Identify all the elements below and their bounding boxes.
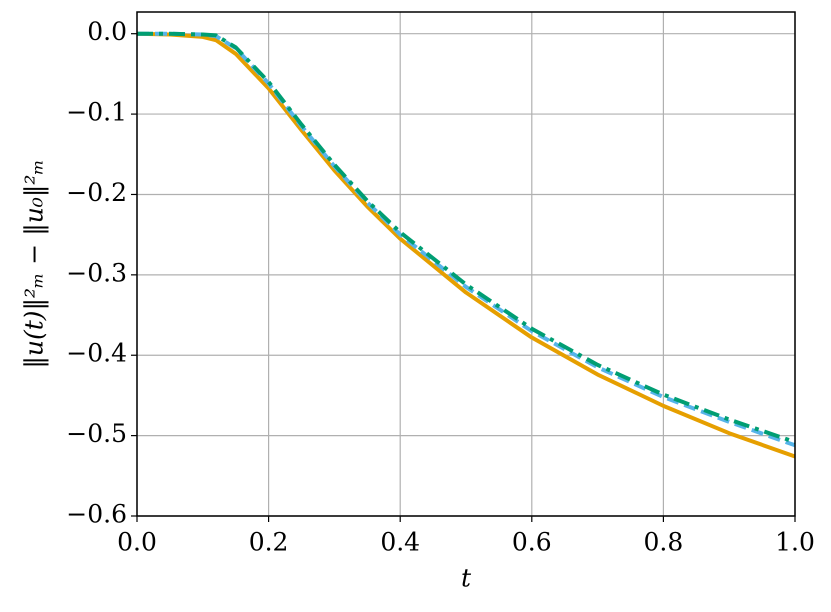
y-tick-label: −0.3	[66, 258, 127, 287]
y-tick-label: −0.6	[66, 500, 127, 529]
plot-frame	[136, 11, 796, 517]
x-tick-label: 0.0	[117, 528, 157, 557]
data-line	[137, 31, 796, 444]
data-line	[137, 31, 796, 448]
x-tick-label: 1.0	[775, 528, 815, 557]
x-tick-label: 0.6	[512, 528, 552, 557]
data-line	[136, 31, 796, 459]
x-tick-label: 0.2	[249, 528, 289, 557]
y-tick-label: −0.4	[66, 339, 127, 368]
y-axis-label: ‖u(t)‖²ₘ − ‖u₀‖²ₘ	[20, 159, 50, 368]
y-tick-label: −0.5	[66, 419, 127, 448]
x-axis-label: t	[461, 564, 472, 593]
y-tick-label: −0.2	[66, 178, 127, 207]
x-tick-label: 0.4	[380, 528, 420, 557]
y-tick-label: 0.0	[87, 17, 127, 46]
y-tick-label: −0.1	[66, 98, 127, 127]
x-tick-label: 0.8	[644, 528, 684, 557]
